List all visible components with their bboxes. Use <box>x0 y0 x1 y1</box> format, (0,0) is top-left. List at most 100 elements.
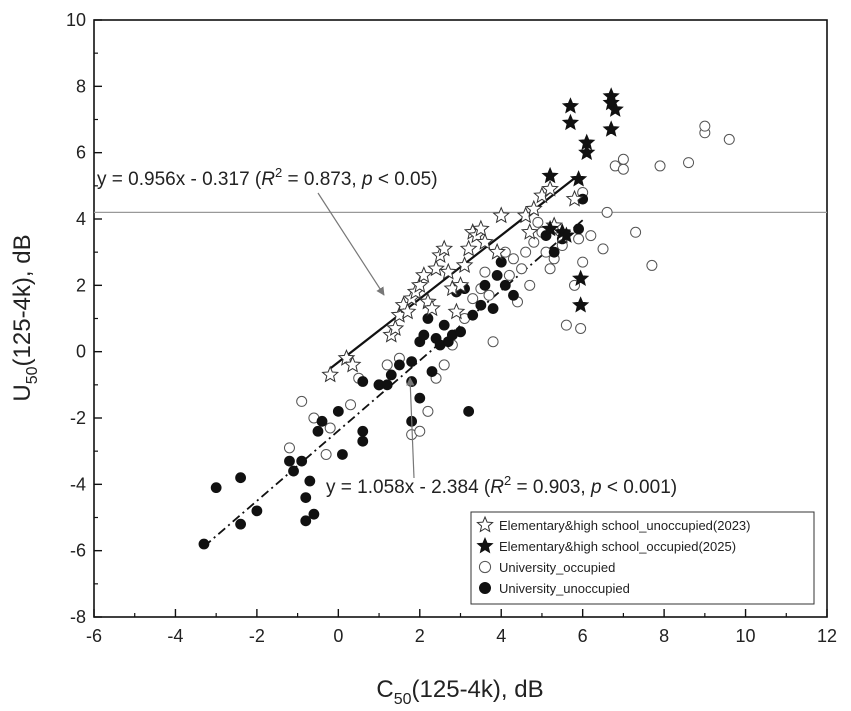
series-2 <box>541 87 624 313</box>
data-point <box>423 299 441 317</box>
data-point <box>544 263 556 275</box>
data-point <box>308 508 320 520</box>
data-point <box>585 230 597 242</box>
data-point <box>524 279 536 291</box>
data-point <box>575 322 587 334</box>
data-point <box>487 303 499 314</box>
fit-equation-2: y = 1.058x - 2.384 (R2 = 0.903, p < 0.00… <box>326 473 677 498</box>
data-point <box>415 266 433 283</box>
data-point <box>479 266 491 278</box>
data-point <box>343 355 362 373</box>
data-point <box>487 336 499 348</box>
data-point <box>381 359 393 371</box>
data-point <box>198 538 210 550</box>
x-tick-label: 12 <box>817 626 837 646</box>
data-point <box>516 263 528 275</box>
data-point <box>577 256 589 268</box>
data-point <box>723 133 735 145</box>
data-point <box>459 239 478 257</box>
data-point <box>288 465 299 477</box>
data-point <box>455 326 466 338</box>
data-point <box>569 170 588 187</box>
data-point <box>520 246 532 258</box>
data-point <box>312 425 324 437</box>
legend-label: University_occupied <box>499 560 615 575</box>
data-point <box>565 189 584 207</box>
legend-marker <box>476 515 494 533</box>
data-point <box>381 379 393 391</box>
data-point <box>357 435 369 447</box>
data-point <box>296 455 308 467</box>
legend-marker <box>478 560 492 574</box>
data-point <box>683 157 695 169</box>
y-tick-label: 0 <box>76 342 86 362</box>
data-point <box>426 366 438 377</box>
legend-marker <box>476 536 494 554</box>
data-point <box>451 276 470 293</box>
data-point <box>602 120 620 137</box>
data-point <box>606 100 624 117</box>
data-points <box>198 87 735 550</box>
data-point <box>345 399 357 411</box>
data-point <box>300 515 312 527</box>
data-point <box>455 256 474 273</box>
legend-box <box>470 511 815 605</box>
data-point <box>617 163 629 175</box>
data-point <box>418 329 430 341</box>
data-point <box>524 199 543 217</box>
data-point <box>488 242 506 260</box>
data-point <box>398 302 417 320</box>
data-point <box>499 279 511 291</box>
data-point <box>578 143 596 160</box>
data-point <box>304 475 316 487</box>
data-point <box>507 253 519 265</box>
y-tick-label: 4 <box>76 209 86 229</box>
data-point <box>557 226 575 243</box>
data-point <box>439 262 458 280</box>
data-point <box>337 449 348 460</box>
data-point <box>475 299 487 311</box>
data-point <box>572 269 590 287</box>
annotation-arrow <box>406 377 415 479</box>
x-tick-label: 4 <box>496 626 506 646</box>
data-point <box>520 222 539 240</box>
y-axis-title: U50(125-4k), dB <box>9 234 41 401</box>
x-axis-title: C50(125-4k), dB <box>376 676 543 708</box>
data-point <box>251 505 263 517</box>
data-point <box>483 289 495 301</box>
data-point <box>447 302 466 320</box>
data-point <box>597 243 609 255</box>
data-point <box>422 405 434 417</box>
data-point <box>316 415 328 427</box>
data-point <box>601 206 613 218</box>
data-point <box>386 319 405 336</box>
y-tick-label: -2 <box>70 408 86 428</box>
x-tick-label: -6 <box>86 626 102 646</box>
fit-annotations: y = 0.956x - 0.317 (R2 = 0.873, p < 0.05… <box>97 165 677 498</box>
y-tick-label: 2 <box>76 275 86 295</box>
x-tick-label: -2 <box>249 626 265 646</box>
data-point <box>573 233 585 245</box>
data-point <box>394 359 405 371</box>
y-tick-label: 6 <box>76 143 86 163</box>
x-tick-label: 8 <box>659 626 669 646</box>
data-point <box>476 232 494 250</box>
legend-label: Elementary&high school_unoccupied(2023) <box>499 518 751 533</box>
data-point <box>300 492 312 504</box>
fit-equation-1: y = 0.956x - 0.317 (R2 = 0.873, p < 0.05… <box>97 165 438 190</box>
y-tick-label: 8 <box>76 76 86 96</box>
regression-line-2 <box>203 219 584 548</box>
data-point <box>296 395 308 407</box>
data-point <box>467 293 479 305</box>
data-point <box>561 97 580 114</box>
data-point <box>357 425 369 437</box>
data-point <box>283 442 295 454</box>
x-tick-label: -4 <box>167 626 183 646</box>
legend-marker <box>478 582 491 595</box>
y-tick-label: -6 <box>70 541 86 561</box>
data-point <box>438 359 450 371</box>
data-point <box>508 289 519 301</box>
data-point <box>479 279 491 291</box>
data-point <box>541 219 559 237</box>
